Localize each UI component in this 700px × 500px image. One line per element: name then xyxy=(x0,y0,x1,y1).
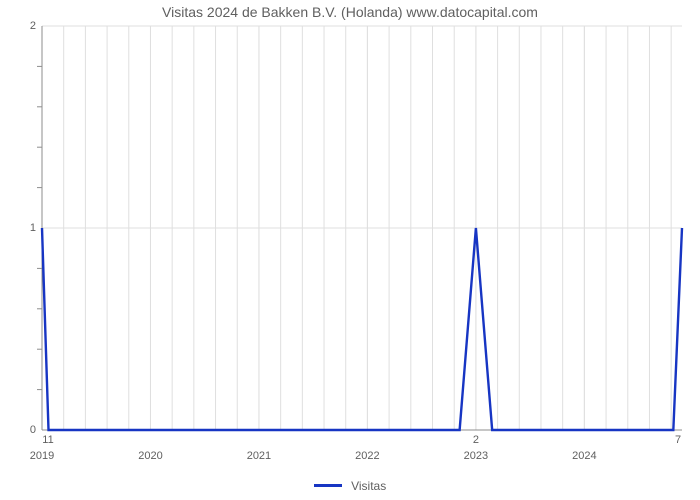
legend-label: Visitas xyxy=(351,479,386,493)
point-value-label: 7 xyxy=(675,434,681,446)
plot-area xyxy=(0,0,700,434)
y-tick-label: 1 xyxy=(12,222,36,234)
x-tick-label: 2024 xyxy=(572,450,596,462)
chart-container: Visitas 2024 de Bakken B.V. (Holanda) ww… xyxy=(0,0,700,500)
legend: Visitas xyxy=(0,478,700,493)
x-tick-label: 2022 xyxy=(355,450,379,462)
point-value-label: 2 xyxy=(473,434,479,446)
x-tick-label: 2020 xyxy=(138,450,162,462)
x-tick-label: 2023 xyxy=(464,450,488,462)
y-tick-label: 0 xyxy=(12,424,36,436)
x-tick-label: 2019 xyxy=(30,450,54,462)
legend-swatch xyxy=(314,484,342,487)
x-tick-label: 2021 xyxy=(247,450,271,462)
y-tick-label: 2 xyxy=(12,20,36,32)
point-value-label: 11 xyxy=(42,434,53,446)
